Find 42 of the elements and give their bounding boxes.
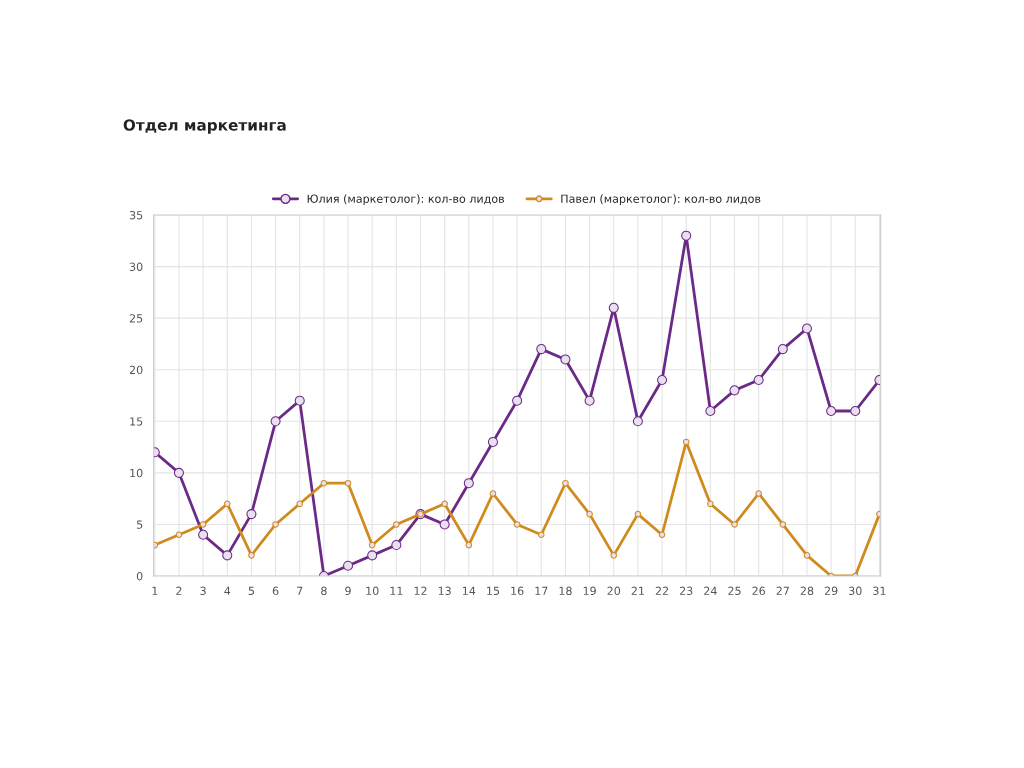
x-tick-label: 8 — [321, 586, 327, 596]
x-tick-label: 29 — [824, 586, 838, 596]
x-tick-label: 9 — [345, 586, 351, 596]
x-tick-label: 31 — [873, 586, 886, 596]
x-tick-label: 1 — [152, 586, 158, 595]
y-tick-label: 25 — [129, 314, 143, 323]
x-tick-label: 14 — [462, 586, 476, 595]
x-tick-label: 5 — [248, 586, 254, 596]
chart-title: Отдел маркетинга — [123, 119, 286, 134]
y-tick-label: 20 — [129, 365, 143, 375]
x-tick-label: 19 — [583, 586, 596, 596]
x-tick-label: 15 — [487, 586, 500, 596]
x-tick-label: 23 — [679, 586, 693, 596]
x-tick-label: 13 — [438, 586, 451, 596]
x-tick-label: 20 — [607, 586, 621, 596]
x-tick-label: 2 — [176, 586, 182, 595]
x-tick-label: 28 — [800, 586, 814, 596]
y-tick-label: 30 — [129, 262, 143, 271]
x-tick-label: 22 — [655, 586, 668, 595]
y-tick-label: 15 — [130, 417, 143, 426]
x-tick-label: 21 — [631, 586, 644, 595]
x-tick-label: 10 — [366, 586, 379, 596]
x-tick-label: 17 — [535, 586, 548, 595]
x-tick-label: 30 — [849, 586, 862, 596]
x-tick-label: 16 — [511, 586, 524, 596]
x-tick-label: 25 — [728, 586, 741, 596]
y-tick-label: 0 — [136, 571, 143, 581]
x-tick-label: 3 — [200, 586, 206, 596]
x-tick-label: 12 — [414, 586, 427, 595]
legend-label: Юлия (маркетолог): кол-во лидов — [307, 194, 505, 206]
x-tick-label: 26 — [752, 586, 766, 596]
x-tick-label: 7 — [297, 586, 303, 595]
x-tick-label: 27 — [776, 586, 789, 595]
x-tick-label: 4 — [224, 586, 231, 595]
x-tick-label: 6 — [272, 586, 279, 596]
x-tick-label: 11 — [390, 586, 403, 595]
y-tick-label: 5 — [136, 520, 143, 529]
legend-label: Павел (маркетолог): кол-во лидов — [561, 194, 761, 206]
x-tick-label: 24 — [704, 586, 717, 595]
x-tick-label: 18 — [559, 586, 572, 596]
y-tick-label: 10 — [130, 468, 143, 478]
y-tick-label: 35 — [129, 211, 143, 220]
